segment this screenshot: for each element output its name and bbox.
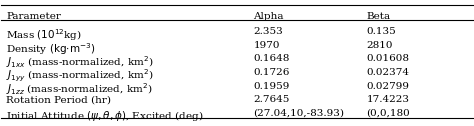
Text: Initial Attitude $(\psi,\theta,\phi)$, Excited (deg): Initial Attitude $(\psi,\theta,\phi)$, E… xyxy=(6,108,203,123)
Text: 1970: 1970 xyxy=(254,41,280,50)
Text: 0.02374: 0.02374 xyxy=(366,68,410,77)
Text: 0.02799: 0.02799 xyxy=(366,82,410,90)
Text: Rotation Period (hr): Rotation Period (hr) xyxy=(6,95,111,104)
Text: 0.1959: 0.1959 xyxy=(254,82,290,90)
Text: $J_{1yy}$ (mass-normalized, km$^2$): $J_{1yy}$ (mass-normalized, km$^2$) xyxy=(6,68,154,84)
Text: 0.01608: 0.01608 xyxy=(366,54,410,64)
Text: 2.353: 2.353 xyxy=(254,27,283,36)
Text: 0.1648: 0.1648 xyxy=(254,54,290,64)
Text: 2.7645: 2.7645 xyxy=(254,95,290,104)
Text: 0.1726: 0.1726 xyxy=(254,68,290,77)
Text: (27.04,10,-83.93): (27.04,10,-83.93) xyxy=(254,108,345,118)
Text: Beta: Beta xyxy=(366,12,391,21)
Text: Density $(\mathrm{kg{\cdot}m^{-3}})$: Density $(\mathrm{kg{\cdot}m^{-3}})$ xyxy=(6,41,95,57)
Text: Alpha: Alpha xyxy=(254,12,284,21)
Text: Parameter: Parameter xyxy=(6,12,61,21)
Text: 17.4223: 17.4223 xyxy=(366,95,410,104)
Text: Mass $(10^{12}$kg): Mass $(10^{12}$kg) xyxy=(6,27,82,43)
Text: $J_{1xx}$ (mass-normalized, km$^2$): $J_{1xx}$ (mass-normalized, km$^2$) xyxy=(6,54,154,70)
Text: 0.135: 0.135 xyxy=(366,27,396,36)
Text: 2810: 2810 xyxy=(366,41,393,50)
Text: (0,0,180: (0,0,180 xyxy=(366,108,410,118)
Text: $J_{1zz}$ (mass-normalized, km$^2$): $J_{1zz}$ (mass-normalized, km$^2$) xyxy=(6,82,153,97)
